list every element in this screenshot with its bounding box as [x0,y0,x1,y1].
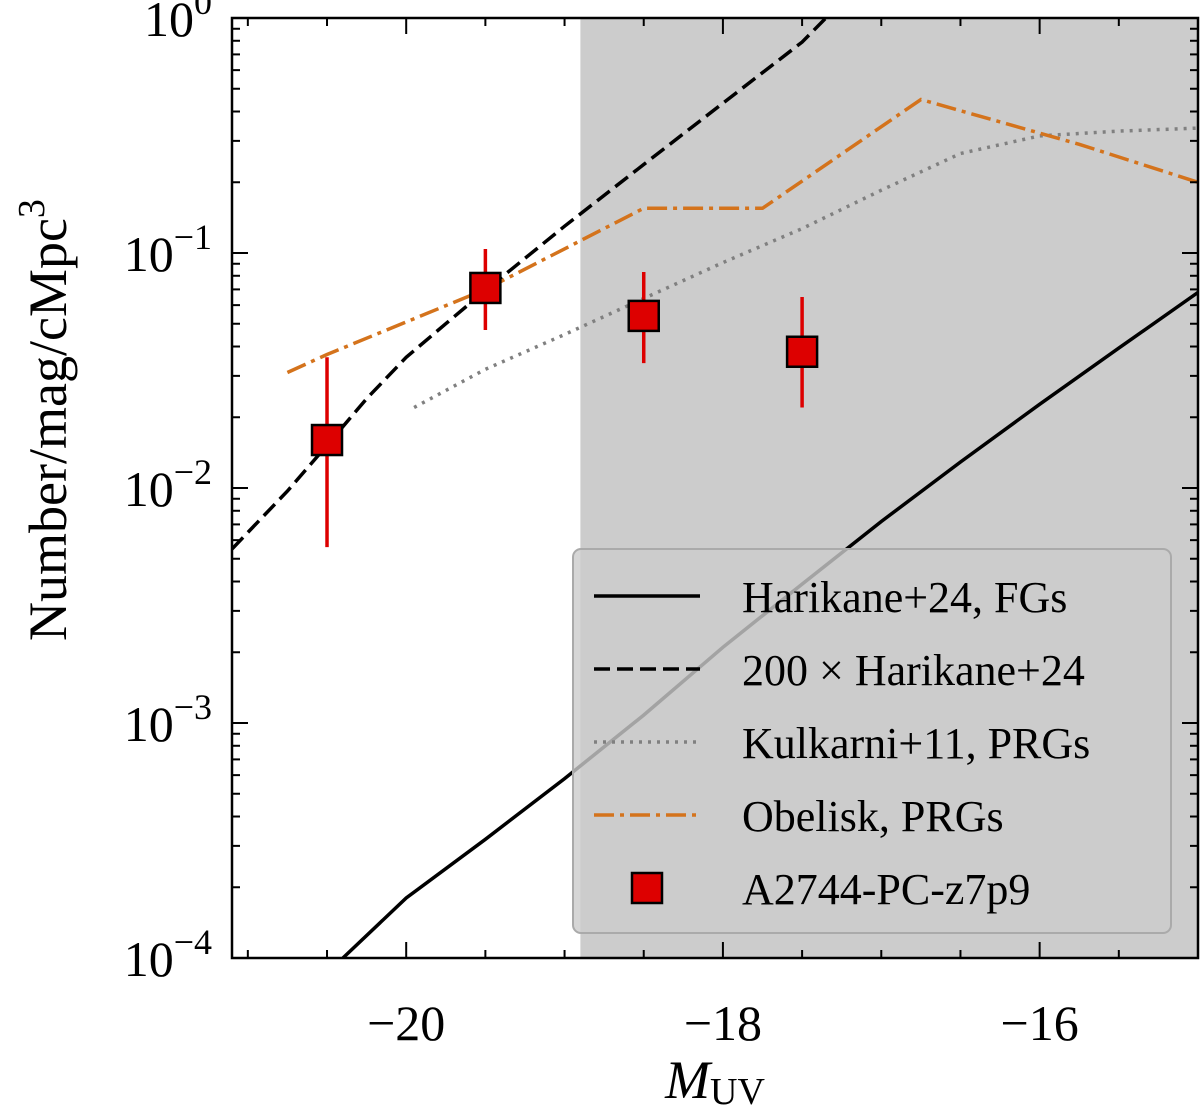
x-axis-label-main: M [664,1050,713,1105]
series-line-3 [286,97,1198,375]
data-point [627,299,660,333]
y-tick-label: 10−2 [124,452,212,517]
x-axis-label-sub: UV [710,1071,765,1105]
y-axis-label: Number/mag/cMpc3 [11,199,78,641]
y-axis-label-main: Number/mag/cMpc [18,218,78,641]
legend-handle [630,871,664,905]
data-point [785,335,819,369]
x-axis-label: MUV [664,1050,765,1105]
y-tick-labels: 10−4 10−3 10−2 10−1 100 [124,0,212,987]
legend-label: Obelisk, PRGs [742,792,1004,841]
legend-label: Harikane+24, FGs [742,573,1067,622]
plot-area [232,18,1198,958]
legend-box [572,548,1172,934]
x-tick-labels: −20 −18 −16 [367,995,1079,1051]
data-point [469,271,502,305]
y-axis-label-sup: 3 [11,199,53,218]
legend: Harikane+24, FGs 200 × Harikane+24 Kulkarn… [572,548,1172,934]
legend-label: A2744-PC-z7p9 [742,865,1030,914]
tick-marks [232,17,1199,959]
x-tick-label: −16 [1001,995,1079,1051]
x-tick-label: −20 [367,995,445,1051]
y-tick-label: 10−4 [124,922,212,987]
y-tick-label: 100 [144,0,212,47]
legend-label: 200 × Harikane+24 [742,646,1085,695]
x-tick-label: −18 [684,995,762,1051]
data-points [310,248,819,548]
legend-label: Kulkarni+11, PRGs [742,719,1090,768]
data-point [310,423,344,457]
y-tick-label: 10−3 [124,687,212,752]
y-tick-label: 10−1 [124,217,212,282]
